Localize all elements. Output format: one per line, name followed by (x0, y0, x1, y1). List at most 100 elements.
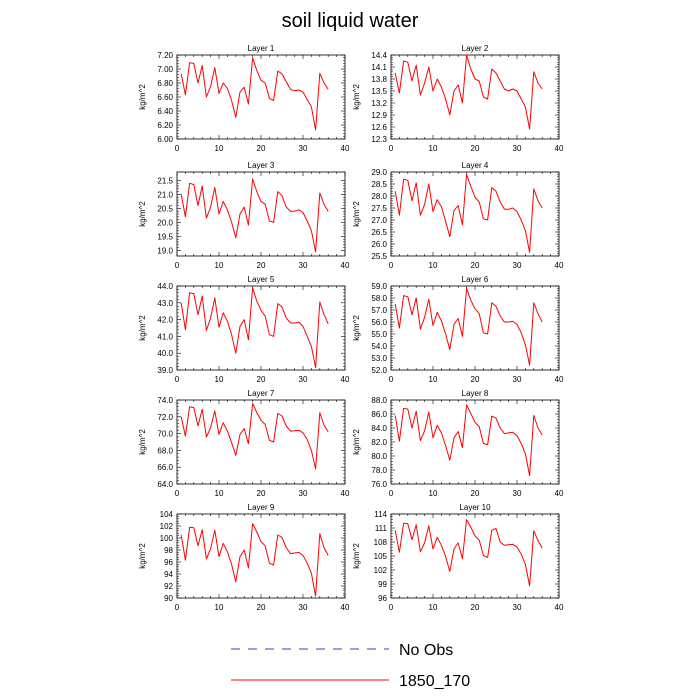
y-tick-label: 82.0 (371, 438, 387, 447)
panel-layer-7: Layer 7 0 10 20 30 40 64.0 66.0 68.0 70.0 72.0 74.0… (138, 389, 350, 498)
x-tick-label: 20 (257, 375, 266, 384)
y-tick-label: 56.0 (371, 318, 387, 327)
x-tick-label: 20 (471, 489, 480, 498)
x-tick-label: 0 (175, 375, 180, 384)
y-tick-label: 27.5 (371, 204, 387, 213)
y-tick-label: 7.00 (157, 65, 173, 74)
y-tick-label: 6.80 (157, 79, 173, 88)
x-tick-label: 10 (215, 144, 224, 153)
x-tick-label: 30 (299, 261, 308, 270)
y-tick-label: 111 (375, 524, 388, 533)
y-tick-label: 28.0 (371, 192, 387, 201)
x-tick-label: 20 (257, 603, 266, 612)
y-tick-label: 44.0 (157, 282, 173, 291)
y-tick-label: 19.0 (157, 246, 173, 255)
y-tick-label: 55.0 (371, 330, 387, 339)
x-tick-label: 10 (429, 144, 438, 153)
y-tick-label: 52.0 (371, 366, 387, 375)
x-tick-label: 30 (513, 144, 522, 153)
y-axis-label: kg/m^2 (352, 201, 361, 227)
panel-layer-4: Layer 4 0 10 20 30 40 25.5 26.0 26.5 27.0 27.5 28.0… (352, 161, 564, 270)
y-tick-label: 41.0 (157, 332, 173, 341)
y-tick-label: 28.5 (371, 180, 387, 189)
panel-title-layer-10: Layer 10 (459, 503, 491, 512)
series-line-1850_170 (394, 404, 543, 477)
y-tick-label: 21.0 (157, 190, 173, 199)
x-tick-label: 40 (341, 489, 350, 498)
panel-title-layer-8: Layer 8 (462, 389, 489, 398)
x-tick-label: 20 (471, 603, 480, 612)
x-tick-label: 40 (555, 375, 564, 384)
panel-title-layer-1: Layer 1 (248, 44, 275, 53)
x-tick-label: 40 (555, 603, 564, 612)
y-tick-label: 6.40 (157, 107, 173, 116)
x-tick-label: 40 (555, 489, 564, 498)
y-tick-label: 100 (160, 534, 174, 543)
x-tick-label: 30 (299, 144, 308, 153)
x-tick-label: 30 (513, 261, 522, 270)
x-tick-label: 30 (299, 489, 308, 498)
y-axis-label: kg/m^2 (138, 201, 147, 227)
x-tick-label: 10 (429, 603, 438, 612)
y-axis-label: kg/m^2 (352, 429, 361, 455)
y-tick-label: 96 (164, 558, 173, 567)
x-tick-label: 40 (555, 261, 564, 270)
y-tick-label: 57.0 (371, 306, 387, 315)
plot-frame (176, 171, 346, 257)
panel-title-layer-2: Layer 2 (462, 44, 489, 53)
x-tick-label: 0 (389, 489, 394, 498)
panel-layer-1: Layer 1 0 10 20 30 40 6.00 6.20 6.40 6.60 6.80 7.00… (138, 44, 350, 153)
x-tick-label: 0 (389, 375, 394, 384)
y-tick-label: 26.0 (371, 240, 387, 249)
y-tick-label: 102 (374, 566, 388, 575)
y-tick-label: 7.20 (157, 51, 173, 60)
y-axis-label: kg/m^2 (138, 315, 147, 341)
x-tick-label: 20 (257, 144, 266, 153)
series-line-1850_170 (394, 173, 543, 253)
legend-label-1850-170: 1850_170 (399, 673, 470, 690)
y-tick-label: 6.20 (157, 121, 173, 130)
series-line-1850_170 (180, 287, 329, 368)
y-tick-label: 39.0 (157, 366, 173, 375)
y-tick-label: 114 (374, 510, 387, 519)
y-axis-label: kg/m^2 (138, 84, 147, 110)
x-tick-label: 20 (471, 261, 480, 270)
y-tick-label: 6.00 (157, 135, 173, 144)
y-tick-label: 102 (160, 522, 174, 531)
y-tick-label: 105 (374, 552, 388, 561)
x-tick-label: 0 (389, 603, 394, 612)
panel-layer-9: Layer 9 0 10 20 30 40 90 92 94 96 98 100 102 104 kg/m^… (138, 503, 350, 612)
x-tick-label: 10 (215, 375, 224, 384)
y-axis-label: kg/m^2 (352, 543, 361, 569)
x-tick-label: 0 (389, 144, 394, 153)
y-tick-label: 40.0 (157, 349, 173, 358)
y-tick-label: 12.9 (371, 111, 387, 120)
y-tick-label: 92 (164, 582, 173, 591)
y-tick-label: 14.1 (371, 63, 387, 72)
series-line-1850_170 (394, 519, 543, 587)
x-tick-label: 30 (513, 375, 522, 384)
y-tick-label: 96 (378, 594, 387, 603)
x-tick-label: 40 (341, 144, 350, 153)
y-tick-label: 104 (160, 510, 174, 519)
y-tick-label: 13.5 (371, 87, 387, 96)
y-axis-label: kg/m^2 (138, 429, 147, 455)
x-tick-label: 30 (513, 489, 522, 498)
y-tick-label: 90 (164, 594, 173, 603)
series-line-1850_170 (180, 523, 329, 597)
x-tick-label: 10 (429, 489, 438, 498)
x-tick-label: 0 (175, 489, 180, 498)
panel-layer-6: Layer 6 0 10 20 30 40 52.0 53.0 54.0 55.0 56.0 57.0… (352, 275, 564, 384)
x-tick-label: 10 (215, 603, 224, 612)
panel-layer-8: Layer 8 0 10 20 30 40 76.0 78.0 80.0 82.0 84.0 86.0… (352, 389, 564, 498)
x-tick-label: 40 (555, 144, 564, 153)
y-axis-label: kg/m^2 (352, 315, 361, 341)
y-tick-label: 70.0 (157, 430, 173, 439)
y-tick-label: 42.0 (157, 316, 173, 325)
panels-grid: Layer 10 10 20 30 406.006.206.406.606.807.00… (138, 44, 564, 612)
x-tick-label: 10 (215, 489, 224, 498)
panel-title-layer-5: Layer 5 (248, 275, 275, 284)
x-tick-label: 20 (257, 261, 266, 270)
panel-layer-3: Layer 3 0 10 20 30 40 19.0 19.5 20.0 20.5 21.0 21.5… (138, 161, 350, 270)
y-tick-label: 99 (378, 580, 387, 589)
